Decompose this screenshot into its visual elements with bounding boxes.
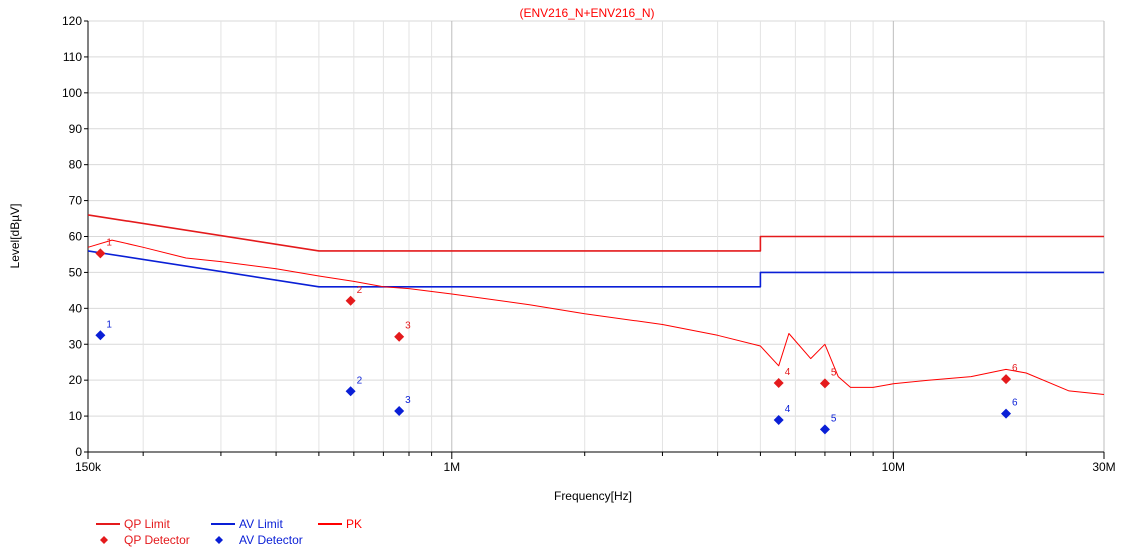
av-marker bbox=[773, 415, 784, 426]
y-tick-label: 10 bbox=[69, 409, 83, 423]
y-tick-label: 30 bbox=[69, 337, 83, 351]
qp-marker bbox=[95, 248, 106, 259]
av-marker bbox=[345, 386, 356, 397]
y-tick-label: 60 bbox=[69, 230, 83, 244]
legend-qp-detector-label: QP Detector bbox=[124, 533, 190, 547]
qp-marker-label: 3 bbox=[405, 321, 411, 332]
y-tick-label: 40 bbox=[69, 301, 83, 315]
qp-marker bbox=[1001, 374, 1012, 385]
legend-qp-limit-label: QP Limit bbox=[124, 517, 170, 531]
x-tick-label: 10M bbox=[882, 460, 905, 474]
qp-marker-label: 1 bbox=[106, 237, 112, 248]
series-line-qp-limit bbox=[87, 214, 1104, 252]
av-marker bbox=[819, 424, 830, 435]
axes: 0 10 20 30 40 50 60 70 80 90 100 110 120 150k 1M 10M 30M bbox=[62, 14, 1116, 474]
qp-marker-label: 6 bbox=[1012, 363, 1018, 374]
qp-marker-label: 2 bbox=[357, 285, 363, 296]
legend: QP Limit AV Limit PK QP Detector AV Detector bbox=[96, 517, 362, 547]
qp-marker bbox=[773, 378, 784, 389]
av-marker bbox=[95, 330, 106, 341]
series-line-pk bbox=[87, 239, 1105, 395]
av-marker-label: 4 bbox=[785, 404, 791, 415]
y-tick-label: 120 bbox=[62, 14, 82, 28]
av-marker-label: 1 bbox=[106, 319, 112, 330]
legend-qp-detector-swatch bbox=[100, 536, 108, 544]
x-tick-label: 1M bbox=[443, 460, 460, 474]
qp-marker-label: 4 bbox=[785, 367, 791, 378]
legend-av-limit-label: AV Limit bbox=[239, 517, 283, 531]
x-tick-label: 150k bbox=[75, 460, 102, 474]
qp-marker bbox=[394, 331, 405, 342]
legend-pk-label: PK bbox=[346, 517, 362, 531]
legend-av-detector-label: AV Detector bbox=[239, 533, 303, 547]
y-axis-label: Level[dBµV] bbox=[8, 204, 22, 269]
av-marker-label: 3 bbox=[405, 395, 411, 406]
y-tick-label: 80 bbox=[69, 158, 83, 172]
y-tick-label: 100 bbox=[62, 86, 82, 100]
y-tick-label: 110 bbox=[63, 50, 82, 64]
x-axis-label: Frequency[Hz] bbox=[554, 489, 632, 503]
y-tick-label: 70 bbox=[69, 194, 83, 208]
y-tick-label: 20 bbox=[69, 373, 83, 387]
av-marker-label: 6 bbox=[1012, 398, 1018, 409]
x-tick-label: 30M bbox=[1092, 460, 1115, 474]
av-marker-label: 5 bbox=[831, 413, 837, 424]
series-line-av-limit bbox=[87, 250, 1104, 288]
y-tick-label: 0 bbox=[75, 445, 82, 459]
chart-title: (ENV216_N+ENV216_N) bbox=[519, 6, 654, 20]
markers-group: 1 2 3 4 5 6 1 2 3 4 5 6 bbox=[95, 237, 1018, 435]
qp-marker bbox=[819, 378, 830, 389]
qp-marker bbox=[345, 295, 356, 306]
series-group bbox=[87, 214, 1105, 395]
qp-marker-label: 5 bbox=[831, 367, 837, 378]
legend-av-detector-swatch bbox=[215, 536, 223, 544]
y-tick-label: 50 bbox=[69, 265, 83, 279]
av-marker bbox=[394, 406, 405, 417]
av-marker bbox=[1001, 408, 1012, 419]
av-marker-label: 2 bbox=[357, 375, 363, 386]
y-tick-label: 90 bbox=[69, 122, 83, 136]
